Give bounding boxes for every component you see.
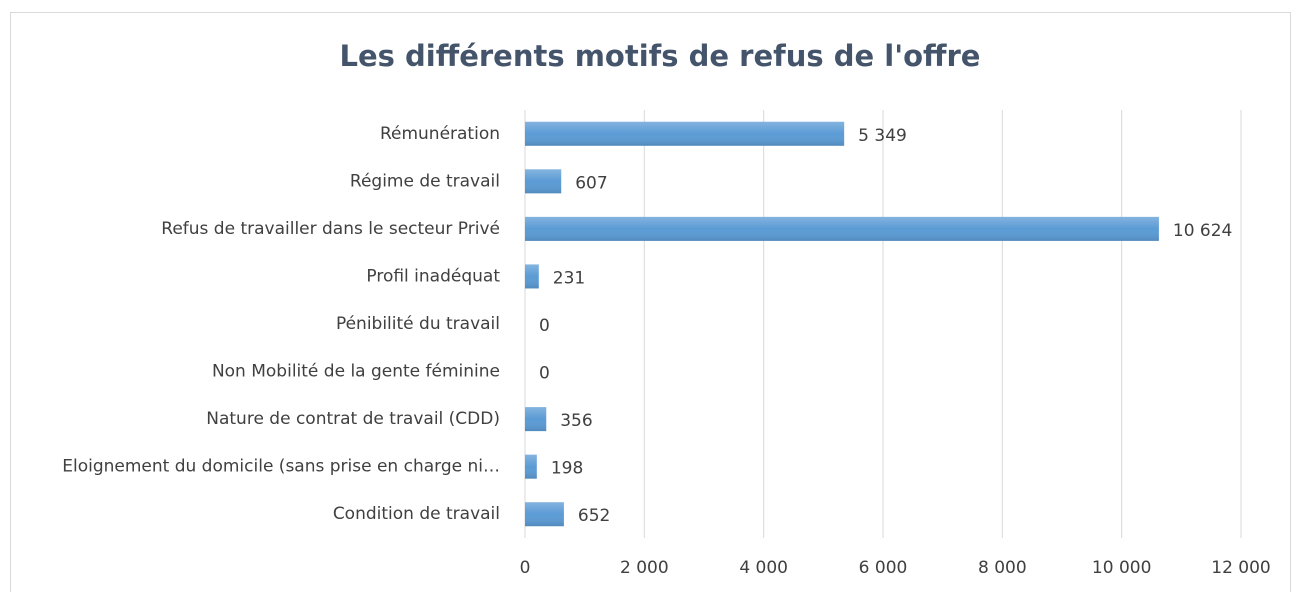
data-label: 652: [578, 506, 610, 526]
y-tick-label: Rémunération: [380, 124, 500, 144]
y-tick-label: Nature de contrat de travail (CDD): [206, 409, 500, 429]
bar-shade: [525, 502, 564, 527]
x-tick-label: 0: [520, 558, 531, 578]
data-label: 198: [551, 459, 583, 479]
data-label: 356: [560, 411, 592, 431]
bar-shade: [525, 454, 537, 479]
y-tick-label: Régime de travail: [350, 171, 500, 191]
data-label: 0: [539, 316, 550, 336]
x-tick-label: 6 000: [859, 558, 908, 578]
y-tick-label: Non Mobilité de la gente féminine: [212, 362, 500, 382]
chart-title: Les différents motifs de refus de l'offr…: [340, 39, 981, 73]
x-tick-label: 10 000: [1092, 558, 1151, 578]
bar-shade: [525, 264, 539, 289]
bar-shade: [525, 169, 562, 194]
x-tick-label: 12 000: [1211, 558, 1270, 578]
data-label: 10 624: [1173, 221, 1232, 241]
y-tick-label: Condition de travail: [333, 504, 500, 524]
x-tick-label: 4 000: [739, 558, 788, 578]
x-tick-label: 8 000: [978, 558, 1027, 578]
bar-shade: [525, 216, 1159, 241]
y-tick-label: Eloignement du domicile (sans prise en c…: [62, 457, 500, 477]
bar-shade: [525, 407, 547, 432]
y-tick-label: Profil inadéquat: [366, 266, 500, 286]
data-label: 0: [539, 364, 550, 384]
chart-border: [10, 12, 1291, 592]
data-label: 5 349: [858, 126, 907, 146]
x-tick-label: 2 000: [620, 558, 669, 578]
data-label: 607: [575, 173, 607, 193]
data-label: 231: [553, 268, 585, 288]
y-tick-label: Pénibilité du travail: [336, 314, 500, 334]
y-tick-label: Refus de travailler dans le secteur Priv…: [161, 219, 500, 239]
bar-shade: [525, 121, 845, 146]
